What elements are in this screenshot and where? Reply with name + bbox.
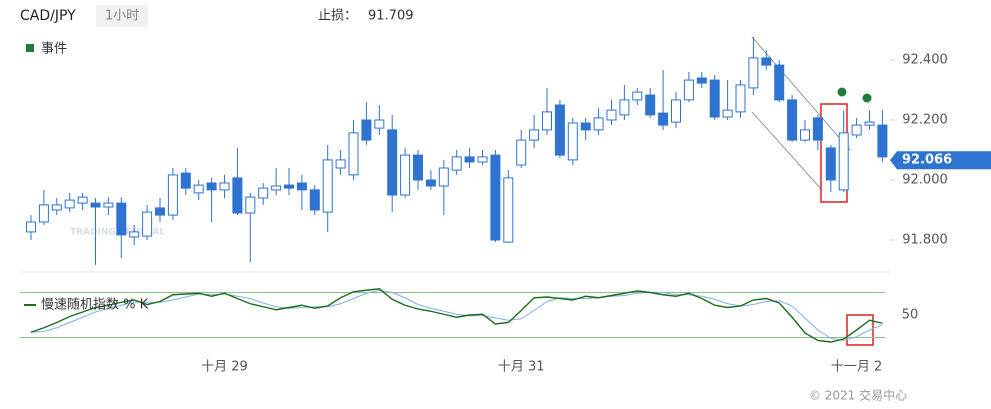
event-marker[interactable] bbox=[837, 87, 847, 97]
candle-body bbox=[696, 77, 707, 84]
candle-body bbox=[580, 122, 591, 131]
last-price-label: 92.066 bbox=[902, 153, 952, 168]
y-tick-label: 50 bbox=[902, 308, 919, 323]
candle-body bbox=[271, 185, 282, 191]
interval[interactable]: 1小时 bbox=[105, 9, 139, 24]
candle-body bbox=[387, 129, 398, 196]
series-line bbox=[30, 289, 883, 342]
candle-body bbox=[116, 202, 127, 236]
y-tick-label: 92.000 bbox=[902, 173, 948, 188]
candle-body bbox=[193, 184, 204, 194]
candle-body bbox=[812, 117, 823, 141]
candle-body bbox=[51, 204, 62, 211]
candle-body bbox=[864, 121, 875, 126]
candle-body bbox=[838, 132, 849, 191]
candle-body bbox=[567, 122, 578, 161]
candle-body bbox=[361, 119, 372, 141]
candle-body bbox=[774, 64, 785, 101]
candle-body bbox=[245, 196, 256, 214]
candle-body bbox=[219, 182, 230, 191]
candle-body bbox=[787, 99, 798, 141]
candle-body bbox=[284, 184, 294, 189]
candle-body bbox=[413, 154, 423, 181]
candle-body bbox=[129, 231, 140, 238]
legend-label: 慢速随机指数 % K bbox=[41, 297, 149, 313]
last-price-tag bbox=[890, 151, 991, 170]
highlight-box bbox=[846, 314, 874, 346]
candle-body bbox=[671, 99, 681, 123]
candle-body bbox=[464, 156, 475, 163]
candle-body bbox=[335, 159, 346, 169]
event-legend: 事件 bbox=[41, 42, 67, 57]
stop-label: 止损： bbox=[318, 9, 357, 24]
candle-body bbox=[451, 156, 462, 171]
candle-body bbox=[309, 189, 320, 211]
candle-body bbox=[142, 211, 153, 237]
candle-body bbox=[877, 124, 888, 158]
candle-body bbox=[348, 132, 359, 176]
candle-body bbox=[606, 109, 617, 121]
candle-body bbox=[542, 111, 552, 131]
candle-body bbox=[425, 179, 436, 187]
x-tick-label: 十月 29 bbox=[201, 360, 248, 375]
candle-body bbox=[64, 199, 75, 209]
candle-body bbox=[490, 154, 501, 241]
candle-body bbox=[632, 91, 643, 101]
candle-body bbox=[722, 109, 733, 118]
x-tick-label: 十一月 2 bbox=[831, 360, 882, 375]
candle-body bbox=[593, 117, 604, 131]
candle-body bbox=[554, 104, 565, 156]
candle-body bbox=[529, 129, 540, 141]
candle-body bbox=[800, 129, 810, 141]
channel-line bbox=[751, 36, 851, 151]
candle-body bbox=[825, 147, 836, 181]
candle-body bbox=[748, 57, 759, 89]
x-tick-label: 十月 31 bbox=[498, 360, 545, 375]
event-marker[interactable] bbox=[862, 93, 872, 103]
candle-body bbox=[851, 124, 862, 136]
candle-body bbox=[232, 177, 243, 214]
y-tick-label: 92.200 bbox=[902, 113, 948, 128]
candle-body bbox=[374, 119, 385, 129]
candle-body bbox=[709, 79, 720, 118]
candle-body bbox=[503, 177, 514, 243]
candle-body bbox=[77, 196, 88, 204]
candle-body bbox=[619, 99, 630, 116]
series-line bbox=[30, 288, 883, 343]
candle-body bbox=[258, 187, 269, 199]
symbol: CAD/JPY bbox=[20, 8, 76, 24]
candle-body bbox=[761, 57, 772, 66]
candle-body bbox=[167, 174, 178, 216]
copyright: © 2021 交易中心 bbox=[809, 388, 907, 403]
candle-body bbox=[38, 204, 49, 223]
stop-value: 91.709 bbox=[368, 9, 414, 24]
candle-body bbox=[438, 167, 449, 187]
candle-body bbox=[400, 154, 411, 196]
candle-body bbox=[296, 182, 307, 191]
candle-body bbox=[516, 139, 527, 166]
event-legend-marker bbox=[26, 44, 34, 52]
candle-body bbox=[206, 182, 217, 191]
candle-body bbox=[26, 221, 36, 233]
candle-body bbox=[735, 84, 746, 113]
interval-box[interactable] bbox=[96, 5, 148, 27]
candle-body bbox=[155, 207, 165, 216]
candle-body bbox=[90, 202, 101, 208]
channel-line bbox=[751, 111, 823, 191]
candle-body bbox=[477, 156, 488, 163]
candle-body bbox=[322, 159, 333, 213]
candle-body bbox=[683, 79, 694, 101]
candle-body bbox=[645, 94, 656, 116]
candle-body bbox=[180, 172, 191, 189]
candle-body bbox=[658, 112, 669, 126]
y-tick-label: 91.800 bbox=[902, 233, 948, 248]
y-tick-label: 92.400 bbox=[902, 53, 948, 68]
candle-body bbox=[103, 202, 114, 208]
